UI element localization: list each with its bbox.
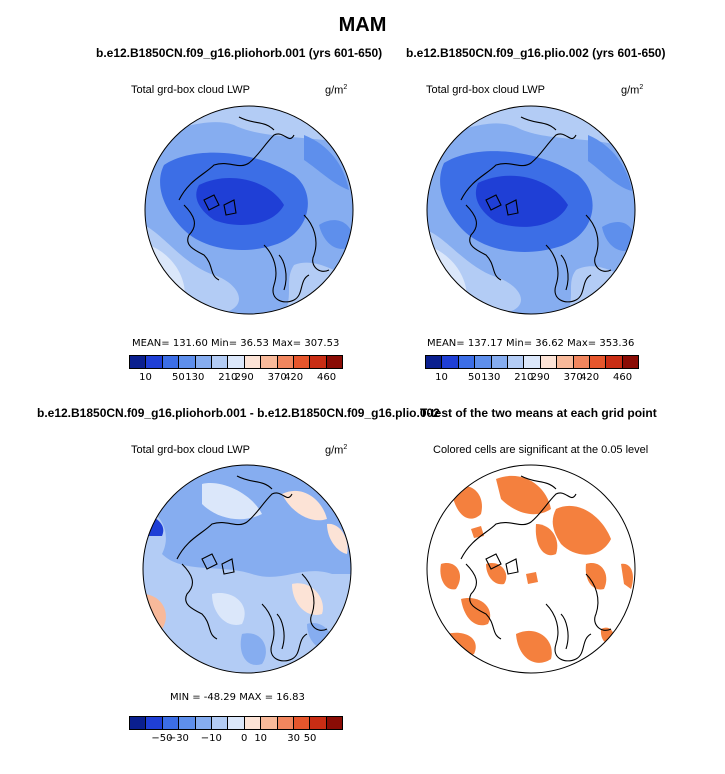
colorbar-swatch bbox=[261, 356, 278, 368]
colorbar-1-ticks: 10 50 130 210 290 370 420 460 bbox=[129, 369, 343, 383]
colorbar-3-ticks: −50 −30 −10 0 10 30 50 bbox=[129, 730, 343, 744]
panel-3-subtitle: Total grd-box cloud LWP bbox=[131, 444, 251, 456]
colorbar-tick-label: −10 bbox=[200, 733, 222, 744]
colorbar-tick-label: 460 bbox=[316, 372, 337, 383]
colorbar-swatch bbox=[475, 356, 492, 368]
colorbar-swatch bbox=[293, 717, 311, 729]
colorbar-3-row bbox=[129, 716, 343, 730]
colorbar-tick-label: 290 bbox=[234, 372, 254, 383]
panel-1-colorbar: 10 50 130 210 290 370 420 460 bbox=[129, 355, 343, 383]
panel-3-stats: MIN = -48.29 MAX = 16.83 bbox=[170, 692, 305, 703]
colorbar-swatch bbox=[326, 356, 343, 368]
colorbar-swatch bbox=[310, 356, 327, 368]
colorbar-swatch bbox=[146, 356, 163, 368]
colorbar-swatch bbox=[179, 356, 196, 368]
colorbar-swatch bbox=[573, 356, 590, 368]
colorbar-swatch bbox=[244, 717, 262, 729]
colorbar-swatch bbox=[293, 356, 311, 368]
colorbar-swatch bbox=[589, 356, 607, 368]
colorbar-2-ticks: 10 50 130 210 290 370 420 460 bbox=[425, 369, 639, 383]
panel-1-title: b.e12.B1850CN.f09_g16.pliohorb.001 (yrs … bbox=[96, 46, 383, 60]
panel-3-colorbar: −50 −30 −10 0 10 30 50 bbox=[129, 716, 343, 744]
colorbar-swatch bbox=[130, 356, 147, 368]
colorbar-swatch bbox=[130, 717, 147, 729]
colorbar-tick-label: −50 bbox=[151, 733, 173, 744]
colorbar-tick-label: 50 bbox=[303, 733, 317, 744]
colorbar-tick-label: 130 bbox=[185, 372, 205, 383]
colorbar-tick-label: 130 bbox=[481, 372, 501, 383]
colorbar-swatch bbox=[540, 356, 558, 368]
colorbar-swatch bbox=[426, 356, 443, 368]
colorbar-swatch bbox=[557, 356, 574, 368]
colorbar-swatch bbox=[326, 717, 343, 729]
colorbar-tick-label: 0 bbox=[241, 733, 248, 744]
panel-3-units: g/m2 bbox=[325, 444, 348, 457]
colorbar-swatch bbox=[211, 356, 229, 368]
colorbar-tick-label: 10 bbox=[139, 372, 152, 383]
colorbar-swatch bbox=[310, 717, 327, 729]
colorbar-tick-label: 50 bbox=[468, 372, 481, 383]
colorbar-swatch bbox=[244, 356, 262, 368]
panel-2-stats: MEAN= 137.17 Min= 36.62 Max= 353.36 bbox=[427, 338, 635, 349]
panel-2-subtitle: Total grd-box cloud LWP bbox=[426, 84, 546, 96]
colorbar-swatch bbox=[228, 356, 245, 368]
panel-4-subtitle: Colored cells are significant at the 0.0… bbox=[433, 444, 649, 456]
panel-2-colorbar: 10 50 130 210 290 370 420 460 bbox=[425, 355, 639, 383]
colorbar-1-row bbox=[129, 355, 343, 369]
panel-3-map bbox=[142, 464, 352, 674]
colorbar-tick-label: 460 bbox=[612, 372, 633, 383]
colorbar-tick-label: 210 bbox=[218, 372, 238, 383]
colorbar-tick-label: 370 bbox=[563, 372, 583, 383]
colorbar-swatch bbox=[162, 356, 180, 368]
colorbar-swatch bbox=[179, 717, 196, 729]
colorbar-swatch bbox=[524, 356, 541, 368]
colorbar-tick-label: −30 bbox=[167, 733, 189, 744]
colorbar-tick-label: 290 bbox=[530, 372, 550, 383]
colorbar-tick-label: 370 bbox=[267, 372, 287, 383]
colorbar-swatch bbox=[195, 717, 212, 729]
panel-4-title: T-test of the two means at each grid poi… bbox=[420, 406, 657, 420]
colorbar-swatch bbox=[442, 356, 459, 368]
panel-2-units: g/m2 bbox=[621, 84, 644, 97]
panel-1-map bbox=[144, 105, 354, 315]
colorbar-swatch bbox=[261, 717, 278, 729]
colorbar-swatch bbox=[507, 356, 525, 368]
colorbar-tick-label: 420 bbox=[580, 372, 600, 383]
colorbar-2-row bbox=[425, 355, 639, 369]
colorbar-swatch bbox=[211, 717, 229, 729]
page-title: MAM bbox=[338, 14, 387, 36]
panel-1-subtitle: Total grd-box cloud LWP bbox=[131, 84, 251, 96]
colorbar-swatch bbox=[491, 356, 508, 368]
panel-2-map bbox=[426, 105, 636, 315]
colorbar-tick-label: 210 bbox=[514, 372, 534, 383]
colorbar-swatch bbox=[146, 717, 163, 729]
colorbar-tick-label: 30 bbox=[287, 733, 300, 744]
colorbar-tick-label: 420 bbox=[284, 372, 304, 383]
colorbar-tick-label: 50 bbox=[172, 372, 185, 383]
colorbar-swatch bbox=[162, 717, 180, 729]
colorbar-swatch bbox=[277, 717, 294, 729]
panel-1-units: g/m2 bbox=[325, 84, 348, 97]
colorbar-tick-label: 10 bbox=[254, 733, 268, 744]
colorbar-swatch bbox=[458, 356, 476, 368]
colorbar-tick-label: 10 bbox=[435, 372, 448, 383]
panel-1-stats: MEAN= 131.60 Min= 36.53 Max= 307.53 bbox=[132, 338, 340, 349]
colorbar-swatch bbox=[622, 356, 639, 368]
panel-2-title: b.e12.B1850CN.f09_g16.plio.002 (yrs 601-… bbox=[406, 46, 666, 60]
colorbar-swatch bbox=[606, 356, 623, 368]
colorbar-swatch bbox=[195, 356, 212, 368]
panel-3-title: b.e12.B1850CN.f09_g16.pliohorb.001 - b.e… bbox=[37, 406, 440, 420]
colorbar-swatch bbox=[277, 356, 294, 368]
panel-4-map bbox=[426, 464, 636, 674]
colorbar-swatch bbox=[228, 717, 245, 729]
